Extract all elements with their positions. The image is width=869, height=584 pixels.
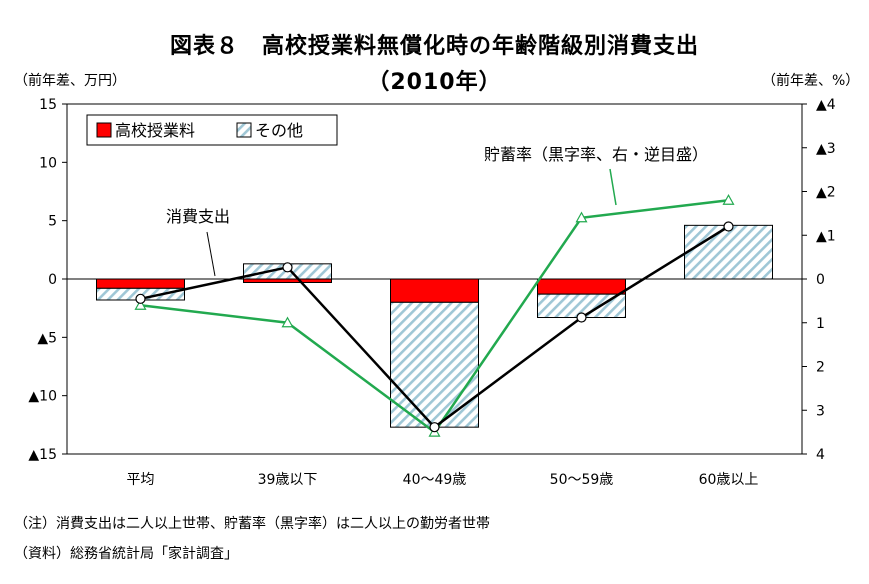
category-label: 平均 xyxy=(127,472,155,488)
savings-rate-point xyxy=(575,211,588,223)
chart-subtitle: （2010年） xyxy=(367,70,502,95)
right-tick-label: 2 xyxy=(816,360,825,376)
category-label: 60歳以上 xyxy=(699,472,759,488)
left-tick-label: ▲5 xyxy=(37,330,57,346)
left-tick-label: 5 xyxy=(48,214,57,230)
left-axis-unit: （前年差、万円） xyxy=(14,73,126,89)
consumption-point xyxy=(429,422,440,433)
right-tick-label: 0 xyxy=(816,272,825,288)
annotation-savings: 貯蓄率（黒字率、右・逆目盛） xyxy=(484,145,708,164)
legend-swatch-other xyxy=(236,122,252,138)
legend-swatch-tuition xyxy=(96,122,112,138)
annotation-savings-leader xyxy=(609,168,617,206)
right-tick-label: ▲1 xyxy=(816,228,836,244)
legend-label-tuition: 高校授業料 xyxy=(115,121,195,140)
source-line: （資料）総務省統計局「家計調査」 xyxy=(14,546,238,562)
left-tick-label: 10 xyxy=(39,155,57,171)
category-label: 39歳以下 xyxy=(258,472,318,488)
legend-box xyxy=(86,114,338,146)
right-tick-label: ▲3 xyxy=(816,141,836,157)
left-tick-label: ▲15 xyxy=(28,447,57,463)
left-tick-label: 0 xyxy=(48,272,57,288)
consumption-point xyxy=(723,221,734,232)
left-tick-label: ▲10 xyxy=(28,389,57,405)
chart-title: 図表８ 高校授業料無償化時の年齢階級別消費支出 xyxy=(169,34,699,59)
right-tick-label: 4 xyxy=(816,447,825,463)
consumption-point xyxy=(282,262,293,273)
bar-tuition xyxy=(96,278,185,289)
savings-rate-point xyxy=(281,316,294,328)
bar-tuition xyxy=(243,278,332,283)
consumption-point xyxy=(135,293,146,304)
consumption-point xyxy=(576,312,587,323)
bar-tuition xyxy=(390,278,479,303)
right-tick-label: 3 xyxy=(816,403,825,419)
bar-tuition xyxy=(537,278,626,295)
category-label: 50～59歳 xyxy=(550,472,614,488)
left-tick-label: 15 xyxy=(39,97,57,113)
right-tick-label: 1 xyxy=(816,316,825,332)
annotation-consumption-leader xyxy=(206,231,216,277)
annotation-consumption: 消費支出 xyxy=(166,207,230,226)
category-label: 40～49歳 xyxy=(403,472,467,488)
right-tick-label: ▲2 xyxy=(816,185,836,201)
savings-rate-point xyxy=(722,194,735,205)
bar-other xyxy=(684,224,773,280)
right-axis-unit: （前年差、%） xyxy=(762,73,860,89)
savings-rate-point xyxy=(134,299,147,310)
legend-label-other: その他 xyxy=(255,121,303,140)
right-tick-label: ▲4 xyxy=(816,97,836,113)
note-line: （注）消費支出は二人以上世帯、貯蓄率（黒字率）は二人以上の勤労者世帯 xyxy=(14,516,490,532)
